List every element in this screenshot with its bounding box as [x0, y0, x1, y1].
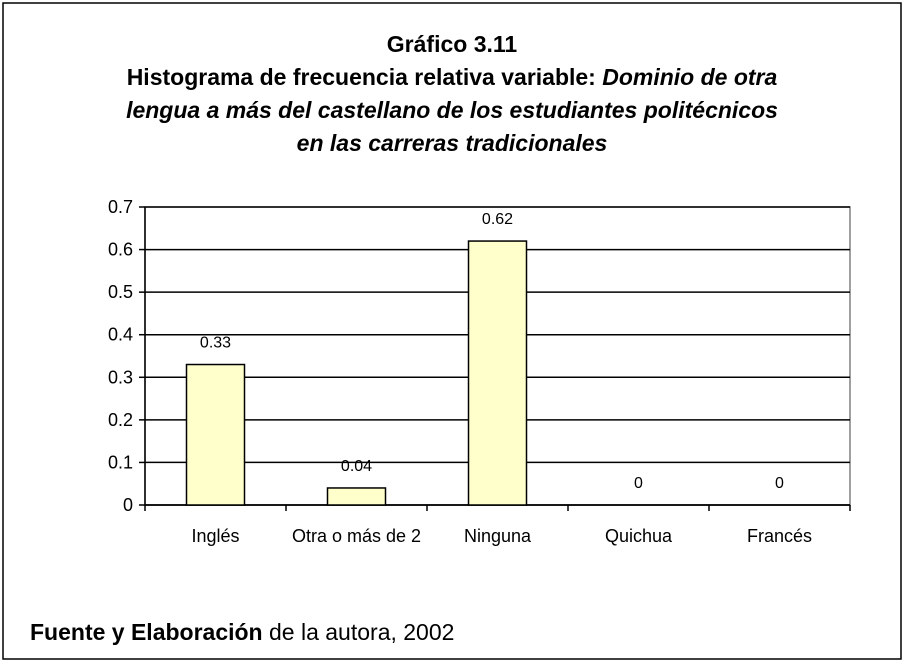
value-label: 0.04	[341, 458, 372, 475]
x-tick-label: Inglés	[191, 526, 239, 546]
source-label: Fuente y Elaboración	[30, 619, 263, 645]
chart-subtitle: en las carreras tradicionales	[297, 130, 608, 156]
value-label: 0.33	[200, 335, 231, 352]
y-tick-label: 0.7	[108, 197, 133, 217]
bar	[326, 487, 387, 506]
y-tick-label: 0	[123, 495, 133, 515]
chart-title: Gráfico 3.11	[387, 31, 518, 57]
value-label: 0.62	[482, 211, 513, 228]
value-label: 0	[775, 475, 784, 492]
subtitle-lead: Histograma de frecuencia relativa variab…	[127, 64, 596, 90]
subtitle-emphasis: Dominio de otra	[602, 64, 777, 90]
source-text: de la autora, 2002	[269, 619, 454, 645]
y-tick-label: 0.2	[108, 410, 133, 430]
bar	[467, 240, 528, 506]
x-tick-label: Ninguna	[464, 526, 532, 546]
y-tick-label: 0.4	[108, 325, 133, 345]
y-tick-label: 0.6	[108, 240, 133, 260]
x-tick-label: Quichua	[605, 526, 673, 546]
y-tick-label: 0.1	[108, 452, 133, 472]
chart-subtitle: Histograma de frecuencia relativa variab…	[127, 64, 778, 90]
source-note: Fuente y Elaboración de la autora, 2002	[30, 619, 454, 645]
x-tick-label: Francés	[747, 526, 812, 546]
y-tick-label: 0.5	[108, 282, 133, 302]
x-tick-label: Otra o más de 2	[292, 526, 421, 546]
value-label: 0	[634, 475, 643, 492]
chart-subtitle: lengua a más del castellano de los estud…	[126, 97, 778, 123]
bar	[185, 363, 246, 506]
y-tick-label: 0.3	[108, 367, 133, 387]
